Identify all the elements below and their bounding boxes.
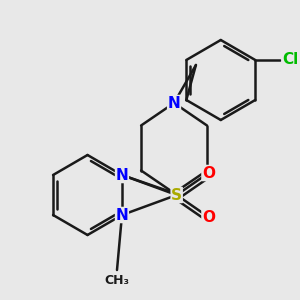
Text: S: S <box>171 188 182 202</box>
Text: O: O <box>202 209 215 224</box>
Text: O: O <box>202 166 215 181</box>
Text: CH₃: CH₃ <box>104 274 130 286</box>
Text: N: N <box>116 167 128 182</box>
Text: N: N <box>168 95 180 110</box>
Text: Cl: Cl <box>282 52 298 68</box>
Text: N: N <box>116 208 128 223</box>
